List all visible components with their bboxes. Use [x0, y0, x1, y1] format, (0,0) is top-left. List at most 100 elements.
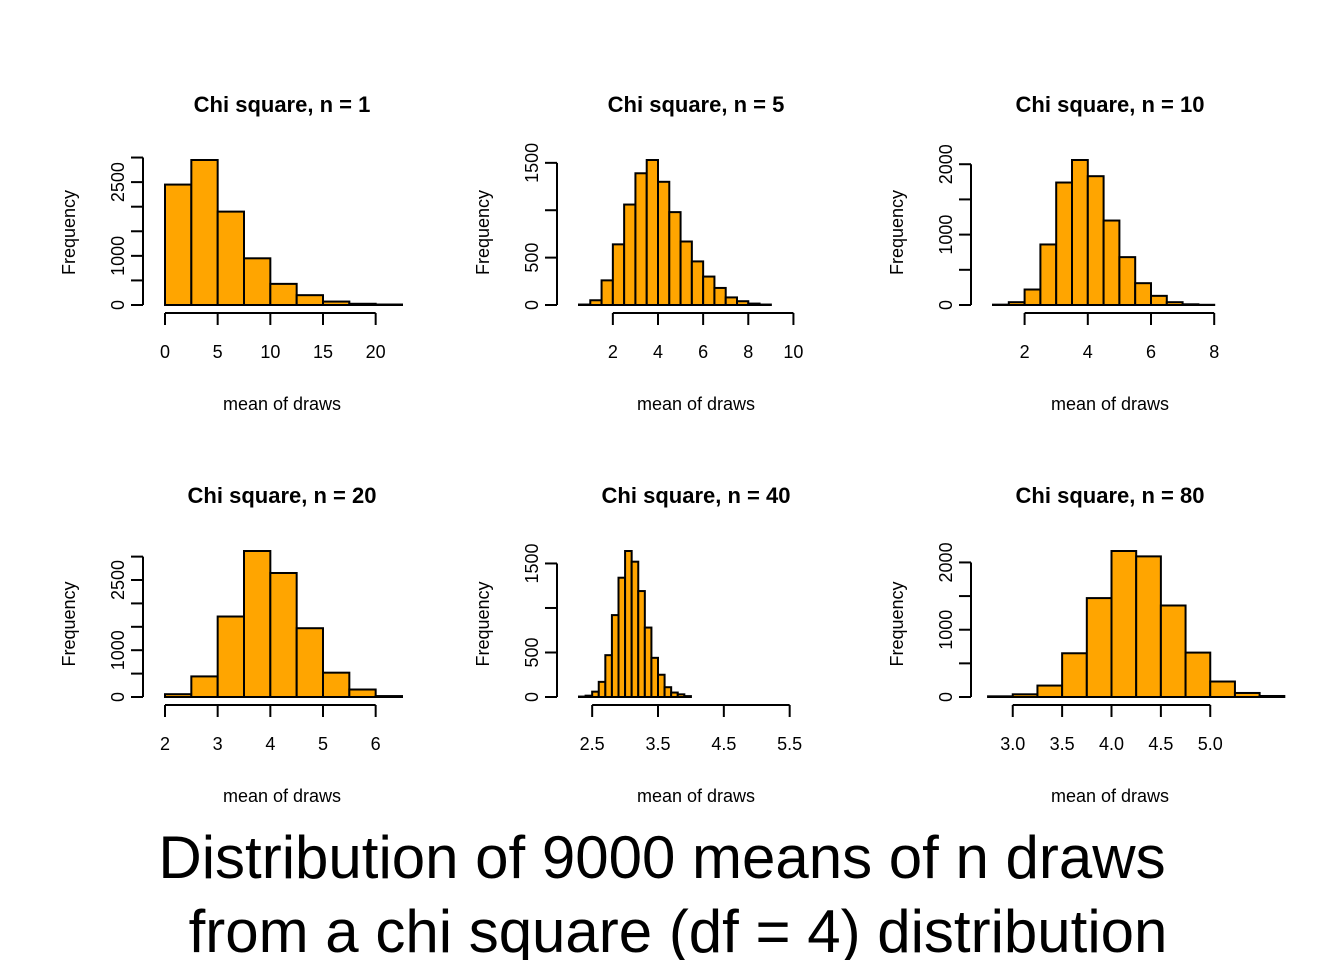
x-tick-label: 6 [371, 734, 381, 754]
histogram-bar [216, 210, 246, 306]
x-tick-label: 2 [160, 734, 170, 754]
y-tick-label: 1000 [108, 630, 128, 670]
histogram-bar [1007, 301, 1026, 307]
x-tick-label: 2.5 [580, 734, 605, 754]
y-axis-label: Frequency [887, 581, 907, 666]
x-axis-label: mean of draws [637, 786, 755, 806]
x-tick-label: 10 [260, 342, 280, 362]
x-tick-label: 5.0 [1198, 734, 1223, 754]
histogram-bar [657, 180, 671, 306]
x-tick-label: 4.0 [1099, 734, 1124, 754]
histogram-bar [348, 302, 377, 306]
x-tick-label: 3.5 [645, 734, 670, 754]
x-tick-label: 20 [366, 342, 386, 362]
x-tick-label: 4 [265, 734, 275, 754]
y-tick-label: 1000 [936, 215, 956, 255]
histogram-panel: Chi square, n = 20 0 1000 2500 Frequency 2 3 4 5… [59, 483, 403, 806]
y-tick-label: 2500 [108, 162, 128, 202]
histogram-bar [322, 671, 351, 699]
histogram-bar [374, 695, 403, 698]
x-tick-label: 3 [213, 734, 223, 754]
x-tick-label: 8 [743, 342, 753, 362]
x-tick-label: 4.5 [1148, 734, 1173, 754]
x-tick-label: 6 [698, 342, 708, 362]
x-tick-label: 6 [1146, 342, 1156, 362]
histogram-bar [690, 260, 705, 307]
histogram-bar [600, 279, 614, 306]
histogram-panel: Chi square, n = 40 0 500 1500 Frequency 2.5 3.… [473, 483, 802, 806]
histogram-bar [348, 688, 377, 698]
x-tick-label: 5 [318, 734, 328, 754]
histogram-bar [243, 257, 272, 306]
x-tick-label: 5.5 [777, 734, 802, 754]
y-axis-label: Frequency [473, 581, 493, 666]
histogram-bar [634, 172, 648, 306]
histogram-bar [1086, 175, 1105, 306]
histogram-bar [1135, 555, 1162, 699]
histogram-bar [1011, 693, 1039, 699]
histogram-bar [713, 286, 727, 306]
histogram-bar [190, 675, 219, 699]
y-tick-label: 1000 [108, 236, 128, 276]
histogram-bar [164, 693, 193, 699]
histogram-bar [987, 695, 1014, 699]
histogram-bar [623, 203, 637, 306]
histogram-bar [190, 159, 219, 306]
histogram-bar [1159, 604, 1187, 698]
main-title-line-1: Distribution of 9000 means of n draws [158, 824, 1165, 891]
y-tick-label: 500 [522, 637, 542, 667]
histogram-bar [322, 300, 351, 307]
histogram-bar [1023, 288, 1042, 306]
y-tick-label: 0 [522, 692, 542, 702]
histogram-bar [1118, 256, 1137, 307]
y-axis-label: Frequency [59, 190, 79, 275]
histogram-bar [1102, 219, 1121, 306]
histogram-bar [1061, 652, 1088, 698]
x-tick-label: 0 [160, 342, 170, 362]
x-axis-label: mean of draws [637, 394, 755, 414]
panel-title: Chi square, n = 80 [1016, 483, 1205, 508]
histogram-bar [295, 294, 324, 307]
histogram-bar [683, 695, 692, 698]
histogram-bar [1258, 694, 1286, 699]
histogram-panel: Chi square, n = 1 0 1000 2500 Frequency 0 5 10 1… [59, 92, 403, 414]
histogram-bar [295, 627, 324, 699]
y-tick-label: 2500 [108, 560, 128, 600]
y-axis-label: Frequency [59, 581, 79, 666]
histogram-bar [747, 302, 761, 306]
panel-title: Chi square, n = 1 [194, 92, 371, 117]
x-tick-label: 3.0 [1000, 734, 1025, 754]
histogram-bar [724, 296, 739, 307]
y-axis-label: Frequency [473, 190, 493, 275]
histogram-bar [702, 275, 716, 307]
histogram-bar [164, 183, 193, 307]
x-tick-label: 3.5 [1050, 734, 1075, 754]
panel-title: Chi square, n = 10 [1016, 92, 1205, 117]
x-tick-label: 5 [213, 342, 223, 362]
histogram-bar [1110, 550, 1138, 698]
x-axis-label: mean of draws [223, 394, 341, 414]
x-axis-label: mean of draws [1051, 786, 1169, 806]
panel-title: Chi square, n = 20 [188, 483, 377, 508]
histogram-bar [1039, 243, 1058, 306]
x-axis-label: mean of draws [223, 786, 341, 806]
x-tick-label: 10 [783, 342, 803, 362]
histogram-panel: Chi square, n = 10 0 1000 2000 Frequency 2 4 6 8… [887, 92, 1219, 414]
histogram-bar [1085, 597, 1113, 699]
y-axis-label: Frequency [887, 190, 907, 275]
x-tick-label: 4 [1083, 342, 1093, 362]
main-title-line-2: from a chi square (df = 4) distribution [189, 898, 1168, 960]
x-tick-label: 4 [653, 342, 663, 362]
histogram-bar [1134, 282, 1152, 307]
y-tick-label: 2000 [936, 542, 956, 582]
histogram-panel: Chi square, n = 5 0 500 1500 Frequency 2 4 6 8 10… [473, 92, 803, 414]
x-tick-label: 4.5 [711, 734, 736, 754]
x-tick-label: 2 [608, 342, 618, 362]
y-tick-label: 0 [108, 300, 128, 310]
y-tick-label: 1500 [522, 143, 542, 183]
panel-title: Chi square, n = 5 [608, 92, 785, 117]
histogram-bar [1150, 294, 1168, 307]
histogram-bar [589, 299, 603, 307]
